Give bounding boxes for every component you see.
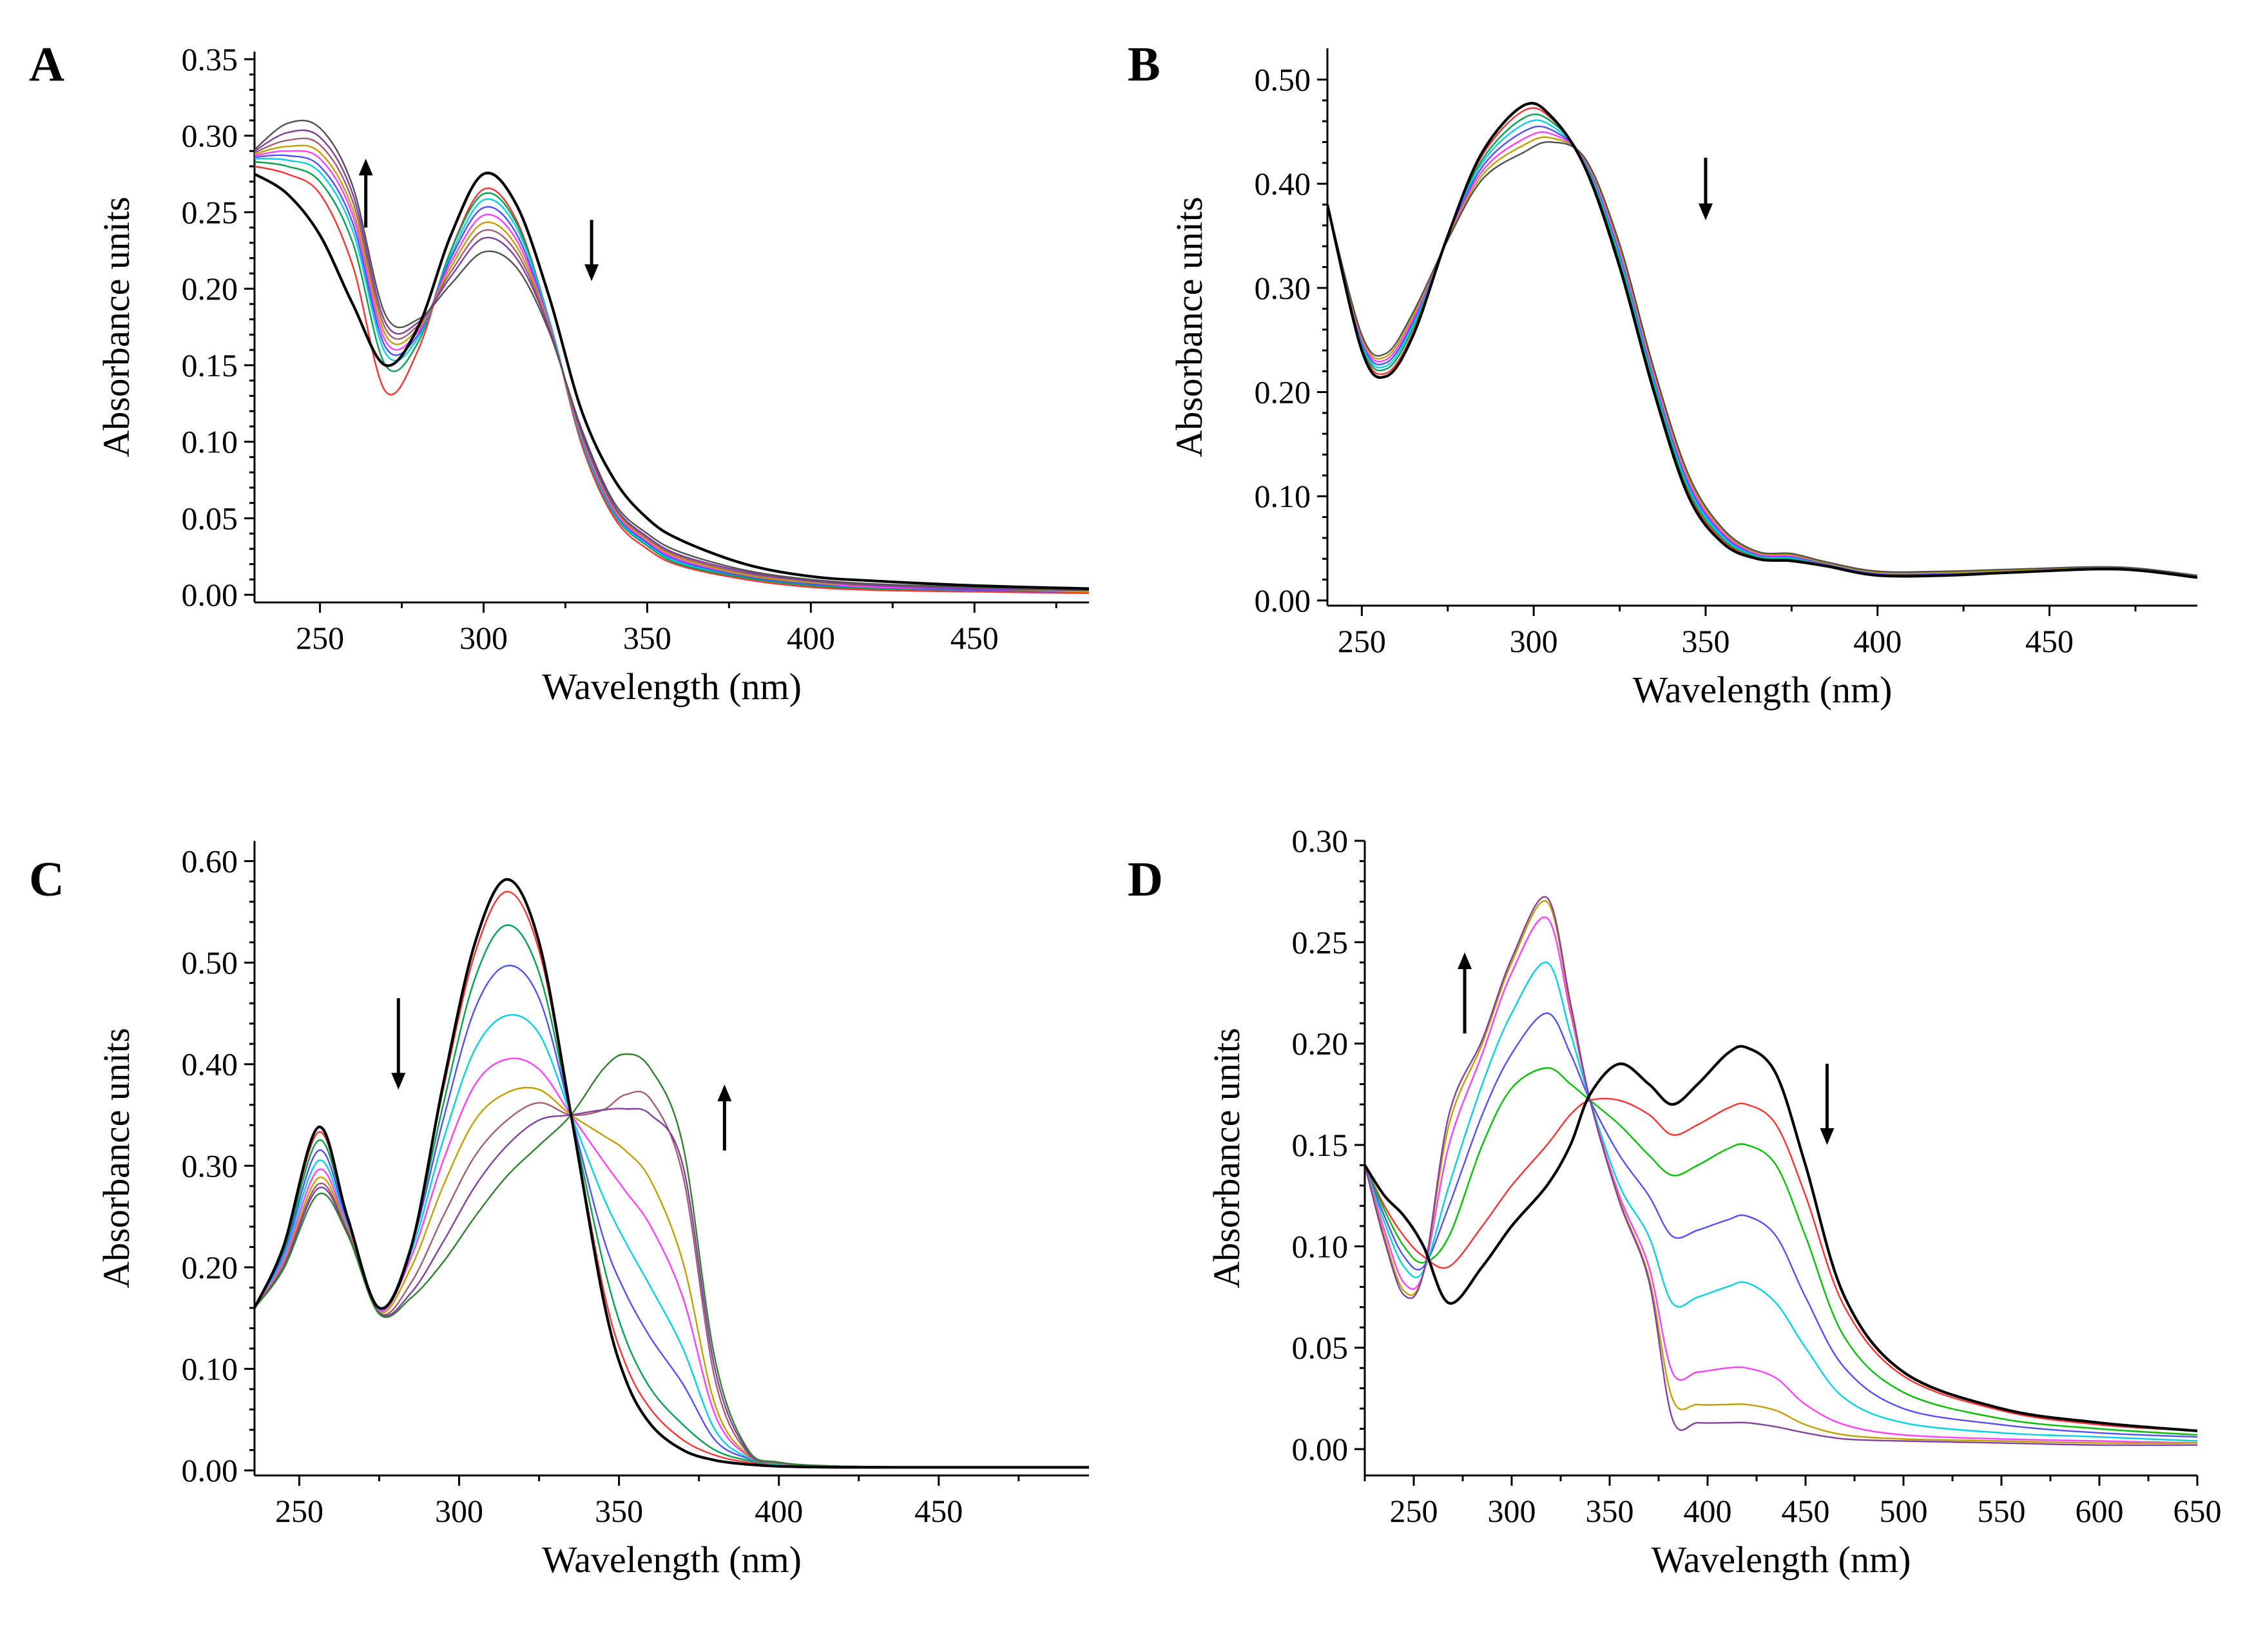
y-axis-title: Absorbance units [95, 1028, 137, 1288]
series-line-s4 [1327, 125, 2197, 577]
y-tick-label: 0.20 [1292, 1026, 1349, 1062]
series-group [255, 878, 1089, 1469]
series-line-initial [255, 171, 1089, 590]
y-tick-label: 0.20 [182, 271, 238, 307]
y-tick-label: 0.50 [1255, 62, 1311, 98]
arrow-up-icon [358, 158, 373, 228]
panel-d: D 250 300 350 400 450 500 550 600 650 0.00 0.05 0.10… [1128, 823, 2222, 1580]
x-tick-label: 300 [1510, 623, 1558, 659]
x-tick-label: 400 [787, 620, 835, 656]
y-tick-label: 0.10 [182, 424, 238, 460]
y-tick-label: 0.30 [1292, 823, 1349, 859]
panel-label: D [1128, 852, 1163, 907]
arrow-down-icon [1698, 157, 1713, 220]
x-tick-label: 350 [1681, 623, 1730, 659]
y-tick-label: 0.00 [1255, 582, 1311, 619]
series-line-final [1365, 896, 2197, 1446]
y-tick-label: 0.00 [182, 1452, 238, 1488]
x-tick-label: 250 [296, 620, 344, 656]
x-tick-label: 350 [623, 620, 671, 656]
x-tick-label: 400 [1684, 1493, 1732, 1529]
y-tick-label: 0.35 [182, 41, 238, 77]
series-line-final [1327, 141, 2197, 577]
arrow-down-icon [584, 220, 599, 282]
x-tick-label: 550 [1978, 1493, 2026, 1529]
y-tick-label: 0.25 [1292, 924, 1349, 960]
panel-b: B 250 300 350 400 450 0.00 0.10 0.20 0.30 0.40 0.50… [1128, 37, 2197, 711]
y-tick-label: 0.60 [182, 843, 238, 879]
y-tick-label: 0.15 [182, 347, 238, 383]
y-tick-label: 0.20 [1255, 374, 1311, 410]
series-line-final [255, 1053, 1089, 1468]
x-tick-label: 450 [2025, 623, 2074, 659]
y-tick-label: 0.50 [182, 945, 238, 981]
x-tick-label: 250 [1390, 1493, 1438, 1529]
x-tick-label: 300 [1488, 1493, 1536, 1529]
panel-label: B [1128, 37, 1161, 91]
y-tick-label: 0.15 [1292, 1127, 1349, 1163]
panel-label: A [29, 37, 64, 91]
y-tick-label: 0.05 [1292, 1330, 1349, 1366]
series-line-s5 [1365, 916, 2197, 1444]
y-tick-label: 0.00 [1292, 1431, 1349, 1467]
x-tick-label: 450 [914, 1493, 963, 1529]
arrow-down-icon [391, 998, 406, 1090]
y-tick-label: 0.20 [182, 1249, 238, 1285]
series-line-initial [255, 878, 1089, 1469]
y-tick-label: 0.10 [1255, 478, 1311, 514]
series-line-final [255, 119, 1089, 591]
y-tick-label: 0.40 [1255, 166, 1311, 202]
x-tick-label: 450 [1782, 1493, 1830, 1529]
y-tick-label: 0.00 [182, 577, 238, 613]
series-line-s2 [1365, 1067, 2197, 1436]
y-axis-title: Absorbance units [1168, 197, 1210, 457]
y-tick-label: 0.25 [182, 194, 238, 230]
x-tick-label: 450 [950, 620, 999, 656]
y-axis-title: Absorbance units [95, 197, 137, 457]
x-axis-title: Wavelength (nm) [542, 1539, 802, 1580]
x-tick-label: 300 [459, 620, 508, 656]
series-group [255, 119, 1089, 594]
arrow-up-icon [717, 1084, 732, 1151]
y-tick-label: 0.10 [1292, 1228, 1349, 1264]
x-tick-label: 500 [1880, 1493, 1928, 1529]
y-tick-label: 0.10 [182, 1351, 238, 1387]
arrow-up-icon [1458, 952, 1472, 1033]
x-tick-label: 250 [275, 1493, 323, 1529]
panel-a: A 250 300 350 400 450 0.00 0.05 0.10 0.15 0.20 0.25… [29, 37, 1089, 707]
series-line-s4 [1365, 961, 2197, 1442]
arrow-down-icon [1820, 1064, 1835, 1146]
series-line-initial [1365, 1044, 2197, 1432]
x-tick-label: 300 [435, 1493, 483, 1529]
y-axis-title: Absorbance units [1206, 1028, 1248, 1288]
x-axis-title: Wavelength (nm) [1633, 669, 1893, 711]
y-tick-label: 0.40 [182, 1046, 238, 1082]
x-tick-label: 400 [1853, 623, 1902, 659]
series-line-s1 [1365, 1097, 2197, 1432]
series-line-s6 [1327, 136, 2197, 577]
x-axis-title: Wavelength (nm) [1652, 1539, 1911, 1580]
y-tick-label: 0.05 [182, 500, 238, 536]
panel-c: C 250 300 350 400 450 0.00 0.10 0.20 0.30 0.40 0.50… [29, 841, 1089, 1580]
series-line-s3 [1365, 1012, 2197, 1438]
y-tick-label: 0.30 [182, 1148, 238, 1184]
x-tick-label: 350 [595, 1493, 643, 1529]
x-tick-label: 350 [1586, 1493, 1634, 1529]
x-tick-label: 650 [2173, 1493, 2222, 1529]
x-tick-label: 600 [2076, 1493, 2124, 1529]
y-tick-label: 0.30 [182, 118, 238, 154]
series-group [1327, 102, 2197, 579]
x-tick-label: 400 [755, 1493, 803, 1529]
x-axis-title: Wavelength (nm) [542, 666, 802, 707]
series-line-initial [1327, 102, 2197, 579]
y-tick-label: 0.30 [1255, 270, 1311, 306]
series-group [1365, 896, 2197, 1446]
panel-label: C [29, 852, 64, 907]
x-tick-label: 250 [1338, 623, 1386, 659]
